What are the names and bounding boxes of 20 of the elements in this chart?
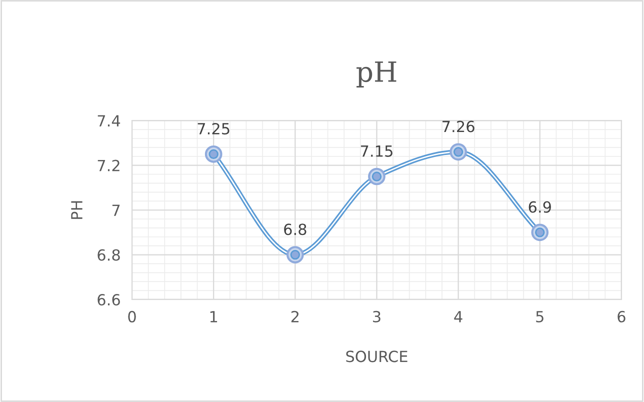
data-label: 7.26 xyxy=(442,120,474,132)
x-tick-label: 5 xyxy=(536,311,544,322)
y-axis-title: PH xyxy=(71,201,82,219)
y-tick-label: 7 xyxy=(112,204,120,216)
x-tick-label: 0 xyxy=(128,310,136,322)
x-tick-label: 6 xyxy=(618,310,626,322)
data-label: 6.8 xyxy=(284,224,306,236)
chart-title: pH xyxy=(356,61,396,88)
x-axis-title: SOURCE xyxy=(346,350,408,362)
data-label: 7.25 xyxy=(198,122,230,135)
x-tick-label: 3 xyxy=(373,310,380,322)
y-tick-label: 6.8 xyxy=(98,249,120,261)
y-tick-label: 7.4 xyxy=(98,115,120,126)
y-tick-label: 7.2 xyxy=(98,160,120,172)
data-label: 6.9 xyxy=(528,201,551,213)
data-label: 7.15 xyxy=(360,146,392,157)
y-tick-label: 6.6 xyxy=(98,294,120,306)
x-tick-label: 1 xyxy=(210,311,218,322)
x-tick-label: 4 xyxy=(454,311,462,322)
x-tick-label: 2 xyxy=(291,310,298,322)
